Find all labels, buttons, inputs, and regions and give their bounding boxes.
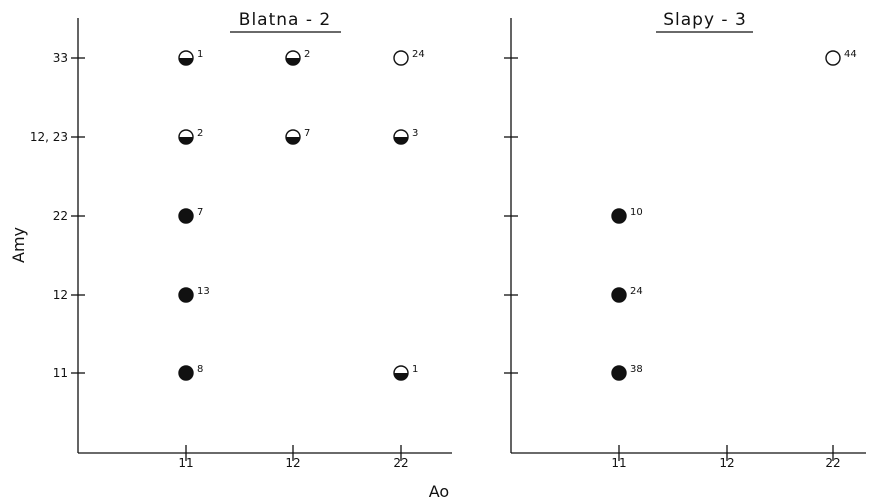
point-count-label: 7 xyxy=(197,207,203,218)
data-point: 38 xyxy=(611,364,643,381)
point-count-label: 1 xyxy=(197,49,203,60)
point-count-label: 2 xyxy=(197,128,203,139)
y-axis-label: Amy xyxy=(9,227,28,263)
x-tick-label: 11 xyxy=(178,456,193,470)
point-marker-half-fill xyxy=(394,373,408,380)
point-count-label: 10 xyxy=(630,207,643,218)
data-point: 1 xyxy=(393,364,418,381)
data-point: 13 xyxy=(178,286,210,303)
chart-panel-2: Slapy - 3 11 12 22 44 10 24 38 xyxy=(504,10,866,470)
data-point: 44 xyxy=(825,49,857,66)
data-point: 24 xyxy=(393,49,425,66)
data-point: 3 xyxy=(393,128,418,145)
point-count-label: 8 xyxy=(197,364,203,375)
point-marker-half-fill xyxy=(179,137,193,144)
x-tick-label: 22 xyxy=(825,456,840,470)
point-count-label: 24 xyxy=(630,286,643,297)
point-count-label: 3 xyxy=(412,128,418,139)
point-marker-solid xyxy=(178,287,194,303)
point-count-label: 44 xyxy=(844,49,857,60)
point-marker-half-fill xyxy=(286,137,300,144)
point-count-label: 1 xyxy=(412,364,418,375)
data-point: 8 xyxy=(178,364,203,381)
x-tick-label: 22 xyxy=(393,456,408,470)
point-marker-half-fill xyxy=(286,58,300,65)
point-marker-solid xyxy=(611,287,627,303)
data-point: 24 xyxy=(611,286,643,303)
data-point: 7 xyxy=(285,128,310,145)
point-marker-open xyxy=(393,50,409,66)
y-tick-label: 22 xyxy=(53,209,68,223)
point-count-label: 7 xyxy=(304,128,310,139)
point-marker-half-fill xyxy=(179,58,193,65)
point-marker-solid xyxy=(178,365,194,381)
point-count-label: 2 xyxy=(304,49,310,60)
data-point: 2 xyxy=(178,128,203,145)
x-tick-label: 12 xyxy=(285,456,300,470)
x-axis-label: Ao xyxy=(429,482,449,501)
y-tick-label: 33 xyxy=(53,51,68,65)
x-tick-label: 12 xyxy=(719,456,734,470)
point-count-label: 13 xyxy=(197,286,210,297)
x-tick-label: 11 xyxy=(611,456,626,470)
data-point: 2 xyxy=(285,49,310,66)
chart-title: Blatna - 2 xyxy=(239,10,331,30)
data-point: 7 xyxy=(178,207,203,224)
point-marker-solid xyxy=(611,365,627,381)
point-marker-half-fill xyxy=(394,137,408,144)
point-count-label: 24 xyxy=(412,49,425,60)
data-point: 1 xyxy=(178,49,203,66)
y-tick-label: 11 xyxy=(53,366,68,380)
data-point: 10 xyxy=(611,207,643,224)
chart-title: Slapy - 3 xyxy=(663,10,747,30)
point-count-label: 38 xyxy=(630,364,643,375)
point-marker-open xyxy=(825,50,841,66)
y-tick-label: 12, 23 xyxy=(30,130,68,144)
y-tick-label: 12 xyxy=(53,288,68,302)
point-marker-solid xyxy=(178,208,194,224)
point-marker-solid xyxy=(611,208,627,224)
